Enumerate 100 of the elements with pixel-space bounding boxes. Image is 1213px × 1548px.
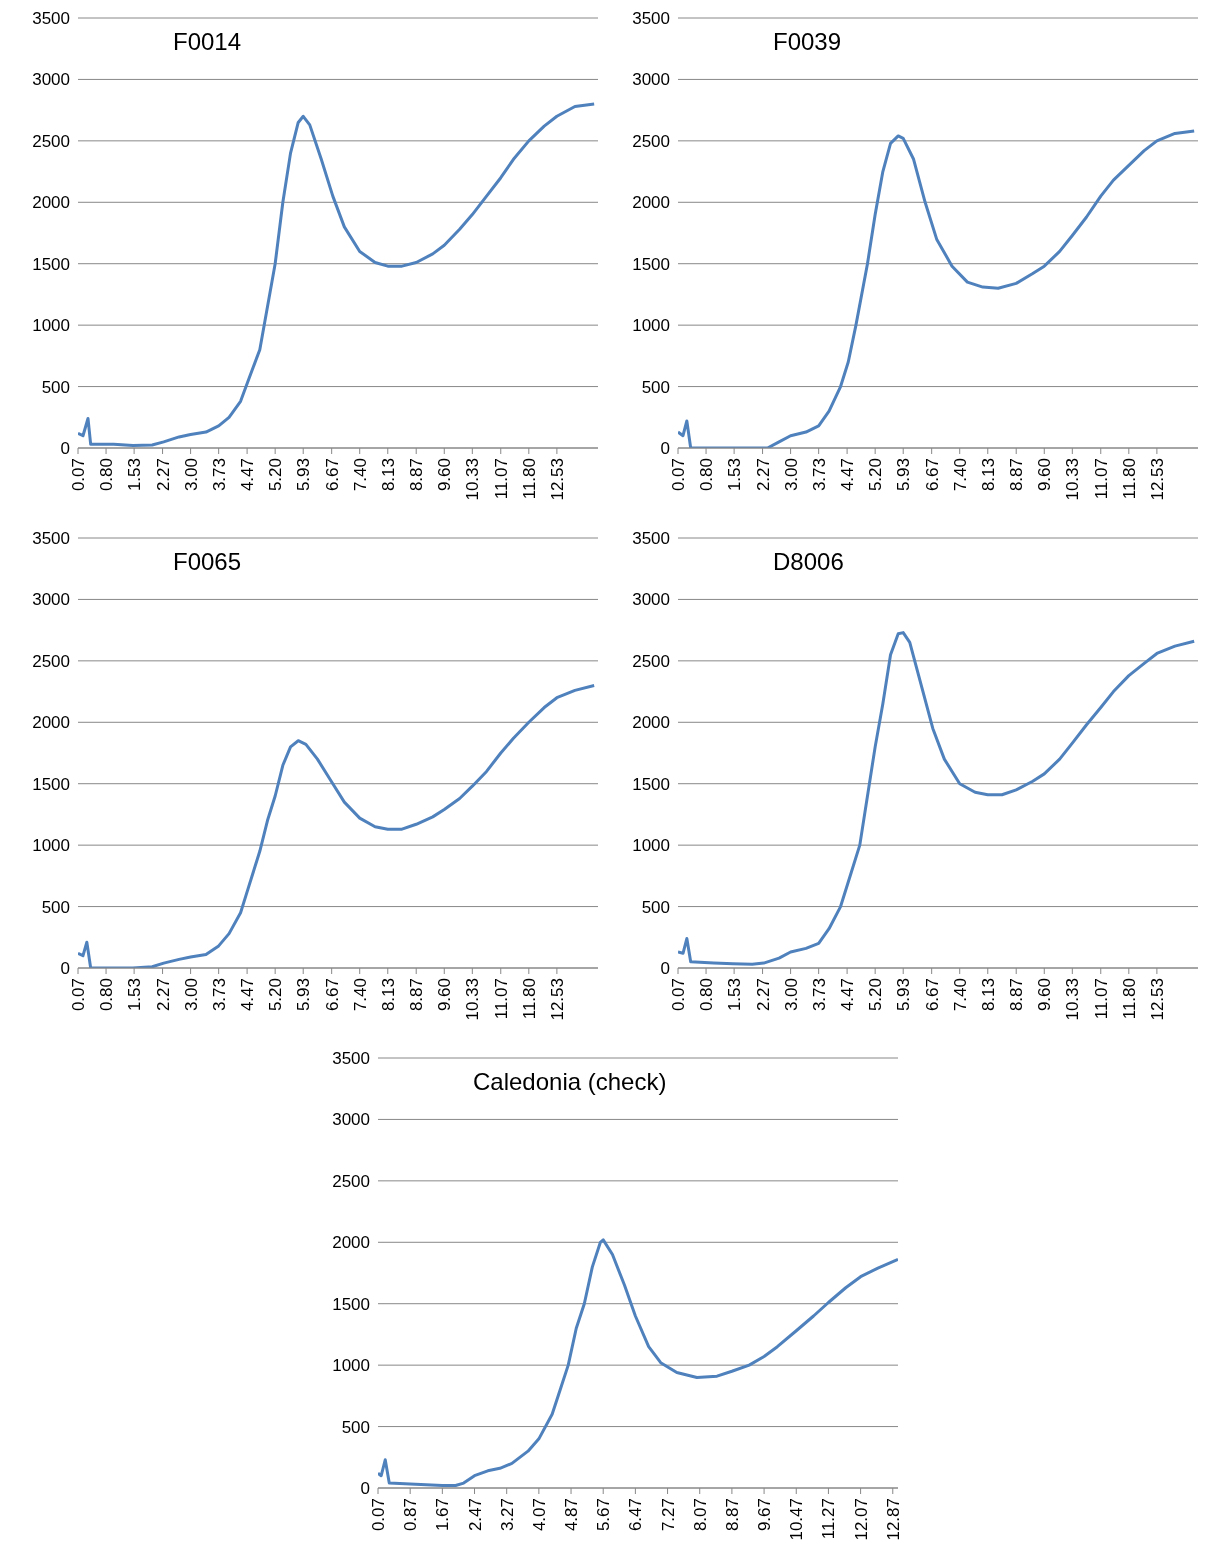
y-tick-label: 3000: [632, 590, 670, 610]
x-tick-label: 5.93: [894, 978, 914, 1012]
y-tick-label: 3000: [32, 70, 70, 90]
x-tick-label: 3.00: [181, 978, 201, 1012]
y-tick-label: 2000: [332, 1233, 370, 1253]
x-tick-label: 0.07: [669, 978, 689, 1012]
y-tick-label: 2000: [32, 713, 70, 733]
x-tick-label: 6.67: [322, 978, 342, 1012]
x-tick-label: 11.07: [1091, 458, 1111, 500]
x-tick-label: 11.07: [1091, 978, 1111, 1020]
x-tick-label: 5.67: [594, 1498, 614, 1532]
x-tick-label: 12.53: [1147, 978, 1167, 1021]
y-tick-label: 1000: [32, 836, 70, 856]
chart-title: F0065: [173, 548, 242, 576]
y-tick-label: 3500: [332, 1049, 370, 1069]
x-tick-label: 12.53: [1147, 458, 1167, 501]
x-tick-label: 0.80: [697, 978, 717, 1012]
x-tick-label: 8.87: [722, 1498, 742, 1532]
y-tick-label: 500: [641, 897, 670, 917]
x-tick-label: 11.80: [1119, 458, 1139, 500]
x-tick-label: 9.67: [755, 1498, 775, 1532]
x-tick-label: 2.27: [753, 978, 773, 1012]
x-tick-label: 3.00: [781, 978, 801, 1012]
x-tick-label: 8.87: [407, 458, 427, 492]
x-tick-label: 3.73: [809, 458, 829, 492]
x-tick-label: 8.13: [378, 978, 398, 1012]
x-tick-label: 0.87: [401, 1498, 421, 1532]
y-tick-label: 1500: [32, 254, 70, 274]
x-tick-label: 10.33: [463, 978, 483, 1021]
x-tick-label: 2.27: [153, 458, 173, 492]
x-tick-label: 11.80: [519, 978, 539, 1020]
x-tick-label: 8.13: [978, 978, 998, 1012]
x-tick-label: 6.67: [922, 458, 942, 492]
x-tick-label: 9.60: [435, 458, 455, 492]
x-tick-label: 11.80: [519, 458, 539, 500]
y-tick-label: 1500: [32, 774, 70, 794]
x-tick-label: 9.60: [1035, 978, 1055, 1012]
x-tick-label: 11.07: [491, 458, 511, 500]
x-tick-label: 3.73: [209, 978, 229, 1012]
x-tick-label: 1.53: [125, 458, 145, 492]
x-tick-label: 11.27: [819, 1498, 839, 1540]
y-tick-label: 3000: [32, 590, 70, 610]
y-tick-label: 0: [60, 959, 70, 979]
y-tick-label: 3500: [32, 529, 70, 549]
x-tick-label: 6.67: [322, 458, 342, 492]
chart-title: D8006: [773, 548, 844, 576]
x-tick-label: 1.53: [725, 458, 745, 492]
y-tick-label: 500: [641, 377, 670, 397]
y-tick-label: 0: [360, 1479, 370, 1499]
x-tick-label: 4.87: [562, 1498, 582, 1532]
x-tick-label: 8.07: [690, 1498, 710, 1532]
x-tick-label: 5.20: [866, 978, 886, 1012]
x-tick-label: 0.80: [697, 458, 717, 492]
y-tick-label: 2500: [632, 651, 670, 671]
y-tick-label: 0: [660, 439, 670, 459]
x-tick-label: 10.33: [1063, 458, 1083, 501]
x-tick-label: 8.13: [378, 458, 398, 492]
y-tick-label: 500: [41, 377, 70, 397]
x-tick-label: 9.60: [435, 978, 455, 1012]
y-tick-label: 2500: [632, 131, 670, 151]
x-tick-label: 0.07: [369, 1498, 389, 1532]
x-tick-label: 6.67: [922, 978, 942, 1012]
x-tick-label: 6.47: [626, 1498, 646, 1532]
y-tick-label: 0: [660, 959, 670, 979]
y-tick-label: 3500: [632, 9, 670, 29]
x-tick-label: 4.07: [529, 1498, 549, 1532]
x-tick-label: 5.93: [894, 458, 914, 492]
x-tick-label: 7.40: [950, 458, 970, 492]
x-tick-label: 8.87: [407, 978, 427, 1012]
chart-title: Caledonia (check): [473, 1068, 667, 1096]
y-tick-label: 1500: [632, 254, 670, 274]
x-tick-label: 3.27: [497, 1498, 517, 1532]
x-tick-label: 2.47: [465, 1498, 485, 1532]
x-tick-label: 7.40: [350, 978, 370, 1012]
x-tick-label: 10.33: [1063, 978, 1083, 1021]
x-tick-label: 4.47: [238, 458, 258, 492]
x-tick-label: 8.87: [1007, 458, 1027, 492]
y-tick-label: 3500: [632, 529, 670, 549]
x-tick-label: 9.60: [1035, 458, 1055, 492]
y-tick-label: 2500: [332, 1171, 370, 1191]
y-tick-label: 2000: [32, 193, 70, 213]
y-tick-label: 500: [41, 897, 70, 917]
x-tick-label: 3.73: [809, 978, 829, 1012]
x-tick-label: 5.20: [866, 458, 886, 492]
y-tick-label: 1000: [32, 316, 70, 336]
x-tick-label: 12.53: [547, 978, 567, 1021]
x-tick-label: 8.87: [1007, 978, 1027, 1012]
x-tick-label: 0.80: [97, 458, 117, 492]
y-tick-label: 0: [60, 439, 70, 459]
x-tick-label: 1.67: [433, 1498, 453, 1532]
x-tick-label: 3.73: [209, 458, 229, 492]
y-tick-label: 500: [341, 1417, 370, 1437]
x-tick-label: 1.53: [125, 978, 145, 1012]
x-tick-label: 5.93: [294, 458, 314, 492]
x-tick-label: 2.27: [753, 458, 773, 492]
x-tick-label: 10.47: [787, 1498, 807, 1541]
y-tick-label: 1000: [632, 316, 670, 336]
x-tick-label: 3.00: [781, 458, 801, 492]
x-tick-label: 5.20: [266, 978, 286, 1012]
x-tick-label: 0.80: [97, 978, 117, 1012]
